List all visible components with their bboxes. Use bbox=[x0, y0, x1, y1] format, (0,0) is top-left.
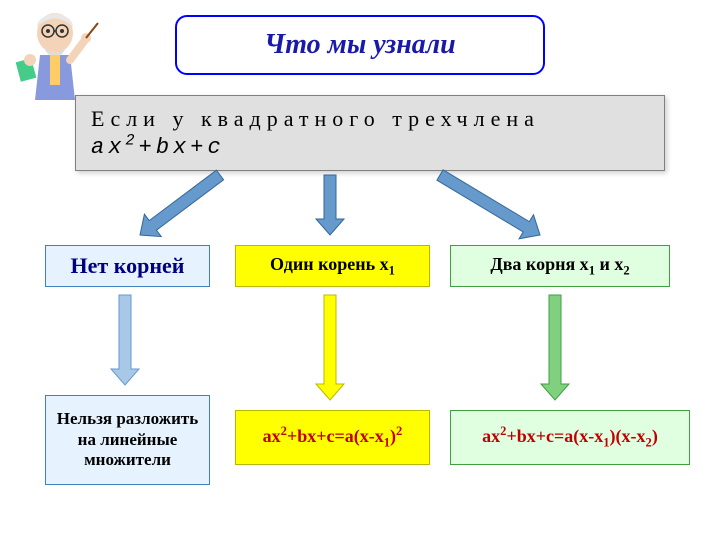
col1-heading-text: Нет корней bbox=[71, 253, 185, 279]
col1-heading: Нет корней bbox=[45, 245, 210, 287]
col2-result-text: ax2+bx+c=a(x-x1)2 bbox=[263, 424, 403, 451]
col3-heading-text: Два корня x1 и x2 bbox=[490, 254, 629, 279]
col3-result-text: ax2+bx+c=a(x-x1)(x-x2) bbox=[482, 424, 658, 451]
col1-result: Нельзя разложить на линейные множители bbox=[45, 395, 210, 485]
col3-result: ax2+bx+c=a(x-x1)(x-x2) bbox=[450, 410, 690, 465]
col3-heading: Два корня x1 и x2 bbox=[450, 245, 670, 287]
col2-result: ax2+bx+c=a(x-x1)2 bbox=[235, 410, 430, 465]
col2-heading: Один корень x1 bbox=[235, 245, 430, 287]
col2-heading-text: Один корень x1 bbox=[270, 254, 395, 279]
col1-result-text: Нельзя разложить на линейные множители bbox=[51, 409, 204, 470]
